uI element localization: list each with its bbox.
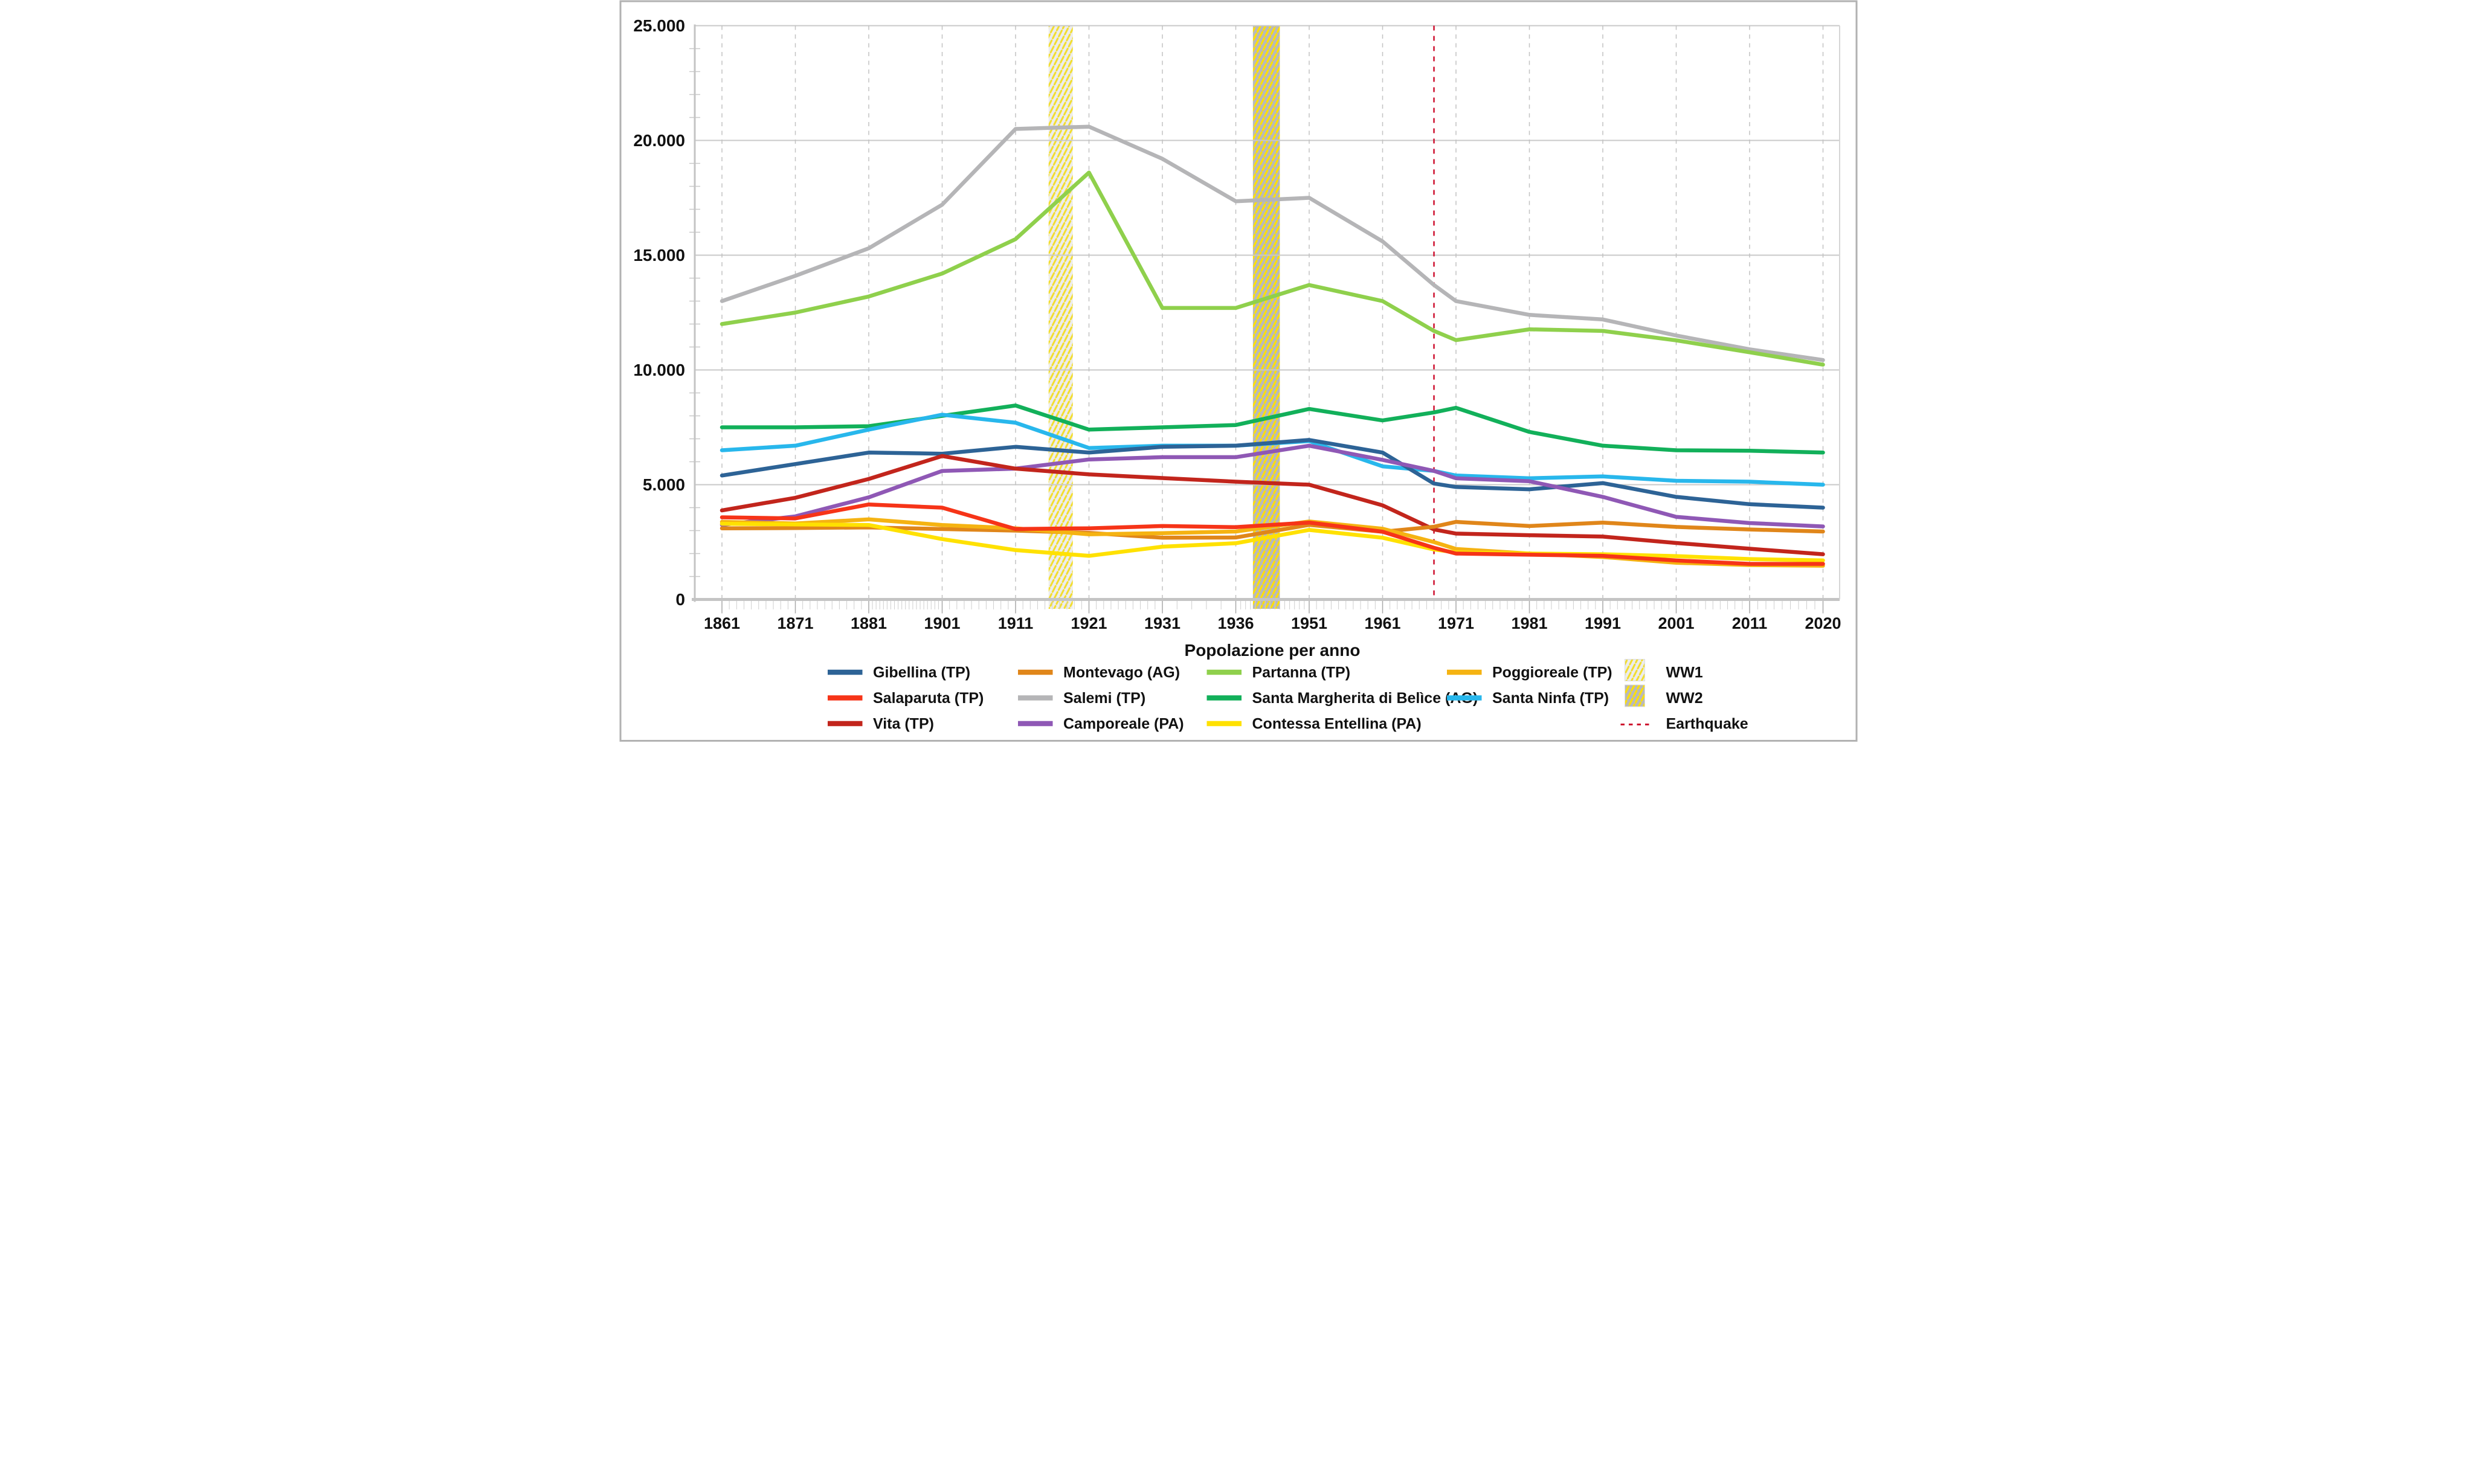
legend-label: Contessa Entellina (PA) <box>1252 716 1422 733</box>
population-line-chart: 0 5.000 10.000 15.000 20.000 25.000 1861 1871 18… <box>619 0 1858 742</box>
x-tick-label-2020: 2020 <box>1805 614 1841 632</box>
series-line-salaparuta <box>720 502 1825 566</box>
legend-label: WW2 <box>1666 690 1703 707</box>
series-line-contessa-entellina <box>720 521 1825 563</box>
legend-label: WW1 <box>1666 664 1703 681</box>
x-tick-label-2001: 2001 <box>1658 614 1694 632</box>
legend-label: Camporeale (PA) <box>1063 716 1184 733</box>
x-tick-label-1951: 1951 <box>1291 614 1327 632</box>
legend-label: Salemi (TP) <box>1063 690 1145 707</box>
series-line-vita <box>720 454 1825 556</box>
legend-label: Salaparuta (TP) <box>873 690 984 707</box>
legend-swatch-band <box>1625 684 1645 707</box>
series-line-gibellina <box>720 438 1825 510</box>
legend-item-montevago-ag-: Montevago (AG) <box>1018 664 1180 681</box>
legend-item-gibellina-tp-: Gibellina (TP) <box>828 664 970 681</box>
tick-labels-layer: 0 5.000 10.000 15.000 20.000 25.000 1861 1871 18… <box>633 16 1841 632</box>
legend-item-poggioreale-tp-: Poggioreale (TP) <box>1447 664 1612 681</box>
x-axis-title: Popolazione per anno <box>1185 641 1361 660</box>
legend-label: Poggioreale (TP) <box>1492 664 1612 681</box>
y-tick-label-20000: 20.000 <box>633 131 685 150</box>
x-tick-label-1881: 1881 <box>851 614 887 632</box>
x-tick-label-1861: 1861 <box>704 614 740 632</box>
x-tick-label-1911: 1911 <box>998 614 1034 632</box>
x-tick-label-1991: 1991 <box>1585 614 1621 632</box>
x-tick-label-1936: 1936 <box>1217 614 1254 632</box>
y-tick-label-15000: 15.000 <box>633 246 685 265</box>
band-ww2 <box>1252 25 1280 609</box>
legend-item-santa-ninfa-tp-: Santa Ninfa (TP) <box>1447 690 1609 707</box>
legend-label: Santa Ninfa (TP) <box>1492 690 1609 707</box>
legend-label: Montevago (AG) <box>1063 664 1180 681</box>
axes-layer <box>692 24 1840 602</box>
war-bands-layer <box>1048 25 1280 609</box>
x-tick-label-2011: 2011 <box>1732 614 1768 632</box>
y-tick-label-10000: 10.000 <box>633 361 685 379</box>
population-chart-figure: 0 5.000 10.000 15.000 20.000 25.000 1861 1871 18… <box>619 0 1858 742</box>
legend: Gibellina (TP) Salaparuta (TP) Vita (TP) Mo… <box>828 659 1748 733</box>
legend-item-partanna-tp-: Partanna (TP) <box>1206 664 1351 681</box>
legend-item-camporeale-pa-: Camporeale (PA) <box>1018 716 1184 733</box>
legend-label: Earthquake <box>1666 716 1748 733</box>
series-line-salemi <box>720 124 1825 362</box>
band-ww1 <box>1048 25 1073 609</box>
figure-border <box>619 0 1858 742</box>
series-line-montevago <box>720 519 1825 540</box>
y-tick-label-25000: 25.000 <box>633 16 685 35</box>
x-tick-label-1981: 1981 <box>1511 614 1547 632</box>
x-tick-label-1921: 1921 <box>1071 614 1107 632</box>
legend-label: Partanna (TP) <box>1252 664 1351 681</box>
legend-item-salemi-tp-: Salemi (TP) <box>1018 690 1145 707</box>
legend-item-salaparuta-tp-: Salaparuta (TP) <box>828 690 984 707</box>
legend-swatch-band <box>1625 659 1645 681</box>
x-tick-label-1971: 1971 <box>1438 614 1474 632</box>
legend-item-earthquake: Earthquake <box>1620 716 1748 733</box>
y-tick-label-0: 0 <box>675 590 685 609</box>
y-tick-label-5000: 5.000 <box>643 475 685 494</box>
figure-background <box>619 0 1858 742</box>
x-tick-label-1901: 1901 <box>924 614 960 632</box>
legend-item-contessa-entellina-pa-: Contessa Entellina (PA) <box>1206 716 1422 733</box>
x-tick-label-1961: 1961 <box>1364 614 1400 632</box>
series-line-partanna <box>720 170 1825 367</box>
legend-item-ww1: WW1 <box>1625 659 1703 681</box>
legend-item-vita-tp-: Vita (TP) <box>828 716 934 733</box>
legend-label: Santa Margherita di Belìce (AG) <box>1252 690 1478 707</box>
x-tick-label-1931: 1931 <box>1144 614 1181 632</box>
legend-label: Vita (TP) <box>873 716 934 733</box>
series-lines-layer <box>720 124 1825 568</box>
series-line-camporeale <box>720 443 1825 528</box>
legend-item-santa-margherita-di-bel-ce-ag-: Santa Margherita di Belìce (AG) <box>1206 690 1478 707</box>
x-tick-label-1871: 1871 <box>777 614 813 632</box>
legend-item-ww2: WW2 <box>1625 684 1703 707</box>
legend-label: Gibellina (TP) <box>873 664 970 681</box>
